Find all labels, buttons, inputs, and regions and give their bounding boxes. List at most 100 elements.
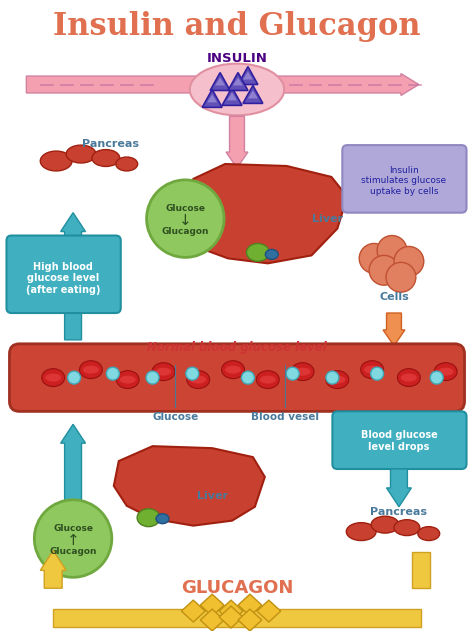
Circle shape bbox=[146, 180, 224, 258]
Polygon shape bbox=[228, 73, 248, 91]
FancyBboxPatch shape bbox=[342, 145, 466, 213]
Ellipse shape bbox=[222, 361, 245, 379]
Text: Glucose: Glucose bbox=[152, 412, 199, 422]
Text: Glucose: Glucose bbox=[165, 204, 205, 213]
Polygon shape bbox=[215, 78, 225, 85]
Text: Blood glucose
level drops: Blood glucose level drops bbox=[361, 430, 438, 452]
Polygon shape bbox=[233, 78, 243, 85]
Ellipse shape bbox=[156, 514, 169, 523]
Ellipse shape bbox=[371, 516, 399, 533]
Ellipse shape bbox=[187, 371, 210, 389]
Ellipse shape bbox=[225, 366, 241, 373]
Text: ↑: ↑ bbox=[67, 533, 80, 548]
Polygon shape bbox=[182, 600, 205, 622]
Polygon shape bbox=[222, 87, 242, 105]
Circle shape bbox=[68, 371, 81, 384]
FancyArrow shape bbox=[383, 313, 405, 346]
FancyBboxPatch shape bbox=[332, 411, 466, 469]
Ellipse shape bbox=[190, 375, 206, 384]
Ellipse shape bbox=[364, 366, 380, 373]
Polygon shape bbox=[114, 446, 265, 525]
Ellipse shape bbox=[418, 527, 440, 541]
Text: INSULIN: INSULIN bbox=[207, 52, 267, 65]
Polygon shape bbox=[219, 600, 243, 622]
FancyArrow shape bbox=[40, 551, 66, 588]
FancyArrow shape bbox=[27, 73, 419, 96]
Polygon shape bbox=[210, 73, 230, 91]
Polygon shape bbox=[238, 594, 262, 616]
Ellipse shape bbox=[120, 375, 136, 384]
Circle shape bbox=[286, 367, 299, 380]
FancyArrow shape bbox=[61, 424, 85, 507]
Ellipse shape bbox=[438, 368, 454, 375]
Polygon shape bbox=[248, 91, 258, 98]
Polygon shape bbox=[243, 85, 263, 103]
Circle shape bbox=[377, 235, 407, 265]
Ellipse shape bbox=[45, 373, 61, 382]
Polygon shape bbox=[227, 92, 237, 101]
Ellipse shape bbox=[116, 157, 137, 171]
Circle shape bbox=[371, 367, 383, 380]
Text: Blood vesel: Blood vesel bbox=[251, 412, 319, 422]
Circle shape bbox=[394, 246, 424, 276]
Circle shape bbox=[34, 500, 112, 577]
Ellipse shape bbox=[346, 523, 376, 541]
Ellipse shape bbox=[246, 244, 269, 261]
Polygon shape bbox=[238, 66, 258, 84]
Circle shape bbox=[326, 371, 339, 384]
Polygon shape bbox=[183, 164, 347, 263]
Text: High blood
glucose level
(after eating): High blood glucose level (after eating) bbox=[26, 261, 100, 295]
Text: Pancreas: Pancreas bbox=[82, 139, 139, 149]
FancyArrow shape bbox=[226, 116, 248, 168]
Ellipse shape bbox=[190, 64, 284, 115]
Ellipse shape bbox=[434, 363, 457, 380]
Ellipse shape bbox=[256, 371, 279, 389]
Circle shape bbox=[241, 371, 255, 384]
Ellipse shape bbox=[137, 509, 160, 527]
Polygon shape bbox=[238, 609, 262, 631]
Ellipse shape bbox=[401, 373, 417, 382]
FancyArrow shape bbox=[53, 609, 421, 627]
Ellipse shape bbox=[42, 368, 64, 387]
Polygon shape bbox=[202, 89, 222, 108]
Ellipse shape bbox=[361, 361, 383, 379]
Text: Insulin and Glucagon: Insulin and Glucagon bbox=[53, 11, 421, 42]
Ellipse shape bbox=[326, 371, 349, 389]
Circle shape bbox=[106, 367, 119, 380]
Ellipse shape bbox=[40, 151, 72, 171]
Text: Glucose: Glucose bbox=[53, 524, 93, 533]
FancyBboxPatch shape bbox=[9, 344, 465, 411]
FancyArrow shape bbox=[61, 213, 85, 340]
Ellipse shape bbox=[83, 366, 99, 373]
Ellipse shape bbox=[291, 363, 314, 380]
FancyArrow shape bbox=[386, 469, 411, 507]
Polygon shape bbox=[257, 600, 281, 622]
FancyArrow shape bbox=[412, 553, 430, 588]
Text: Pancreas: Pancreas bbox=[371, 507, 428, 517]
Ellipse shape bbox=[295, 368, 310, 375]
Polygon shape bbox=[207, 94, 217, 103]
Ellipse shape bbox=[394, 520, 420, 536]
Ellipse shape bbox=[260, 375, 276, 384]
Text: Glucagon: Glucagon bbox=[49, 547, 97, 556]
Circle shape bbox=[386, 262, 416, 292]
Text: Normal blood glucose level: Normal blood glucose level bbox=[147, 341, 327, 354]
Polygon shape bbox=[219, 606, 243, 628]
Polygon shape bbox=[200, 594, 224, 616]
Polygon shape bbox=[200, 609, 224, 631]
Ellipse shape bbox=[398, 368, 420, 387]
Ellipse shape bbox=[152, 363, 175, 380]
Ellipse shape bbox=[155, 368, 172, 375]
Circle shape bbox=[369, 255, 399, 285]
Circle shape bbox=[146, 371, 159, 384]
FancyBboxPatch shape bbox=[7, 235, 121, 313]
Ellipse shape bbox=[80, 361, 102, 379]
Text: Glucagon: Glucagon bbox=[162, 227, 209, 236]
Text: ↓: ↓ bbox=[179, 213, 191, 228]
Text: Insulin
stimulates glucose
uptake by cells: Insulin stimulates glucose uptake by cel… bbox=[361, 166, 447, 196]
Polygon shape bbox=[243, 72, 253, 80]
Circle shape bbox=[186, 367, 199, 380]
Ellipse shape bbox=[329, 375, 345, 384]
Text: Cells: Cells bbox=[379, 292, 409, 302]
Text: GLUCAGON: GLUCAGON bbox=[181, 579, 293, 598]
